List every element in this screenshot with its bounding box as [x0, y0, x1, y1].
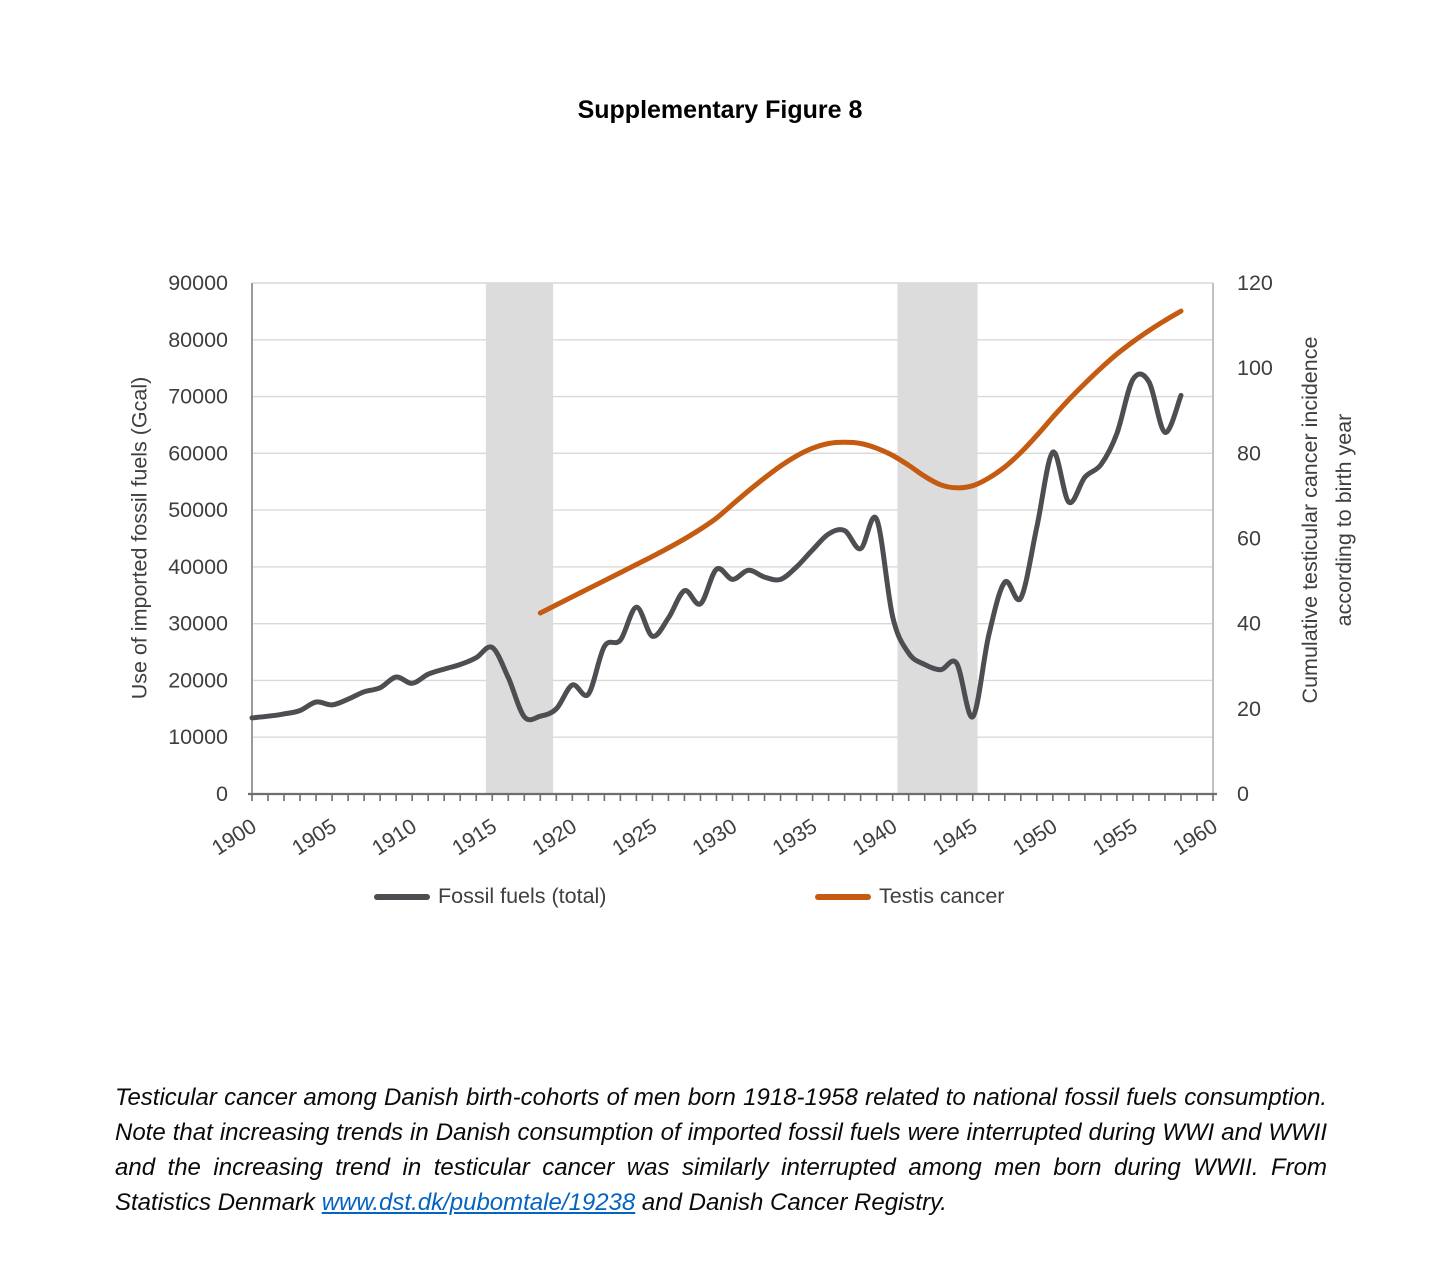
caption-text-before-link: Testicular cancer among Danish birth-coh… — [115, 1084, 1327, 1216]
svg-text:1960: 1960 — [1169, 814, 1222, 860]
svg-text:70000: 70000 — [168, 385, 228, 409]
svg-text:60: 60 — [1237, 527, 1261, 551]
legend-label-testis-cancer: Testis cancer — [879, 884, 1005, 908]
left-axis-title: Use of imported fossil fuels (Gcal) — [127, 376, 152, 700]
svg-text:40000: 40000 — [168, 555, 228, 579]
svg-text:10000: 10000 — [168, 725, 228, 749]
svg-text:1950: 1950 — [1008, 814, 1061, 860]
series-testis-cancer — [537, 308, 1184, 616]
caption-text-after-link: and Danish Cancer Registry. — [635, 1189, 947, 1216]
series-fossil-fuels-total — [249, 371, 1184, 723]
caption-link[interactable]: www.dst.dk/pubomtale/19238 — [321, 1189, 636, 1216]
svg-text:1930: 1930 — [688, 814, 741, 860]
figure-title: Supplementary Figure 8 — [577, 96, 863, 124]
fossil-fuels-line-swatch — [374, 893, 430, 900]
svg-text:90000: 90000 — [168, 271, 228, 295]
left-axis-tick-labels: 0 10000 20000 30000 40000 50000 60000 70000 8000… — [168, 271, 228, 806]
right-axis-title: Cumulative testicular cancer incidence a… — [1293, 337, 1361, 704]
svg-text:1940: 1940 — [848, 814, 901, 860]
svg-text:80000: 80000 — [168, 328, 228, 352]
svg-text:50000: 50000 — [168, 498, 228, 522]
svg-text:20000: 20000 — [168, 668, 228, 692]
band-wwii — [897, 283, 978, 794]
svg-text:1915: 1915 — [448, 814, 501, 860]
figure-caption: Testicular cancer among Danish birth-coh… — [115, 1080, 1327, 1220]
right-axis-title-line1: Cumulative testicular cancer incidence — [1298, 336, 1322, 704]
svg-text:60000: 60000 — [168, 441, 228, 465]
svg-text:1955: 1955 — [1088, 814, 1141, 860]
svg-text:40: 40 — [1237, 612, 1261, 636]
svg-text:1925: 1925 — [608, 814, 661, 860]
svg-text:1935: 1935 — [768, 814, 821, 860]
svg-text:0: 0 — [1237, 782, 1249, 806]
gridlines — [252, 282, 1213, 738]
legend-item-testis-cancer: Testis cancer — [815, 884, 1004, 909]
svg-text:100: 100 — [1237, 356, 1273, 380]
right-axis-tick-labels: 0 20 40 60 80 100 120 — [1237, 271, 1273, 806]
svg-text:1945: 1945 — [928, 814, 981, 860]
svg-text:1920: 1920 — [528, 814, 581, 860]
testis-cancer-line-swatch — [815, 893, 871, 900]
svg-text:1910: 1910 — [368, 814, 421, 860]
x-axis-labels: 1900 1905 1910 1915 1920 1925 1930 1935 1940 1945… — [208, 814, 1222, 860]
x-axis-ticks — [251, 794, 1214, 801]
svg-text:20: 20 — [1237, 697, 1261, 721]
legend-label-fossil-fuels: Fossil fuels (total) — [438, 884, 607, 908]
svg-text:30000: 30000 — [168, 612, 228, 636]
right-axis-title-line2: according to birth year — [1332, 413, 1356, 627]
svg-text:0: 0 — [216, 782, 228, 806]
legend-item-fossil-fuels: Fossil fuels (total) — [374, 884, 606, 909]
svg-text:1900: 1900 — [208, 814, 261, 860]
svg-text:80: 80 — [1237, 441, 1261, 465]
svg-text:1905: 1905 — [288, 814, 341, 860]
svg-text:120: 120 — [1237, 271, 1273, 295]
